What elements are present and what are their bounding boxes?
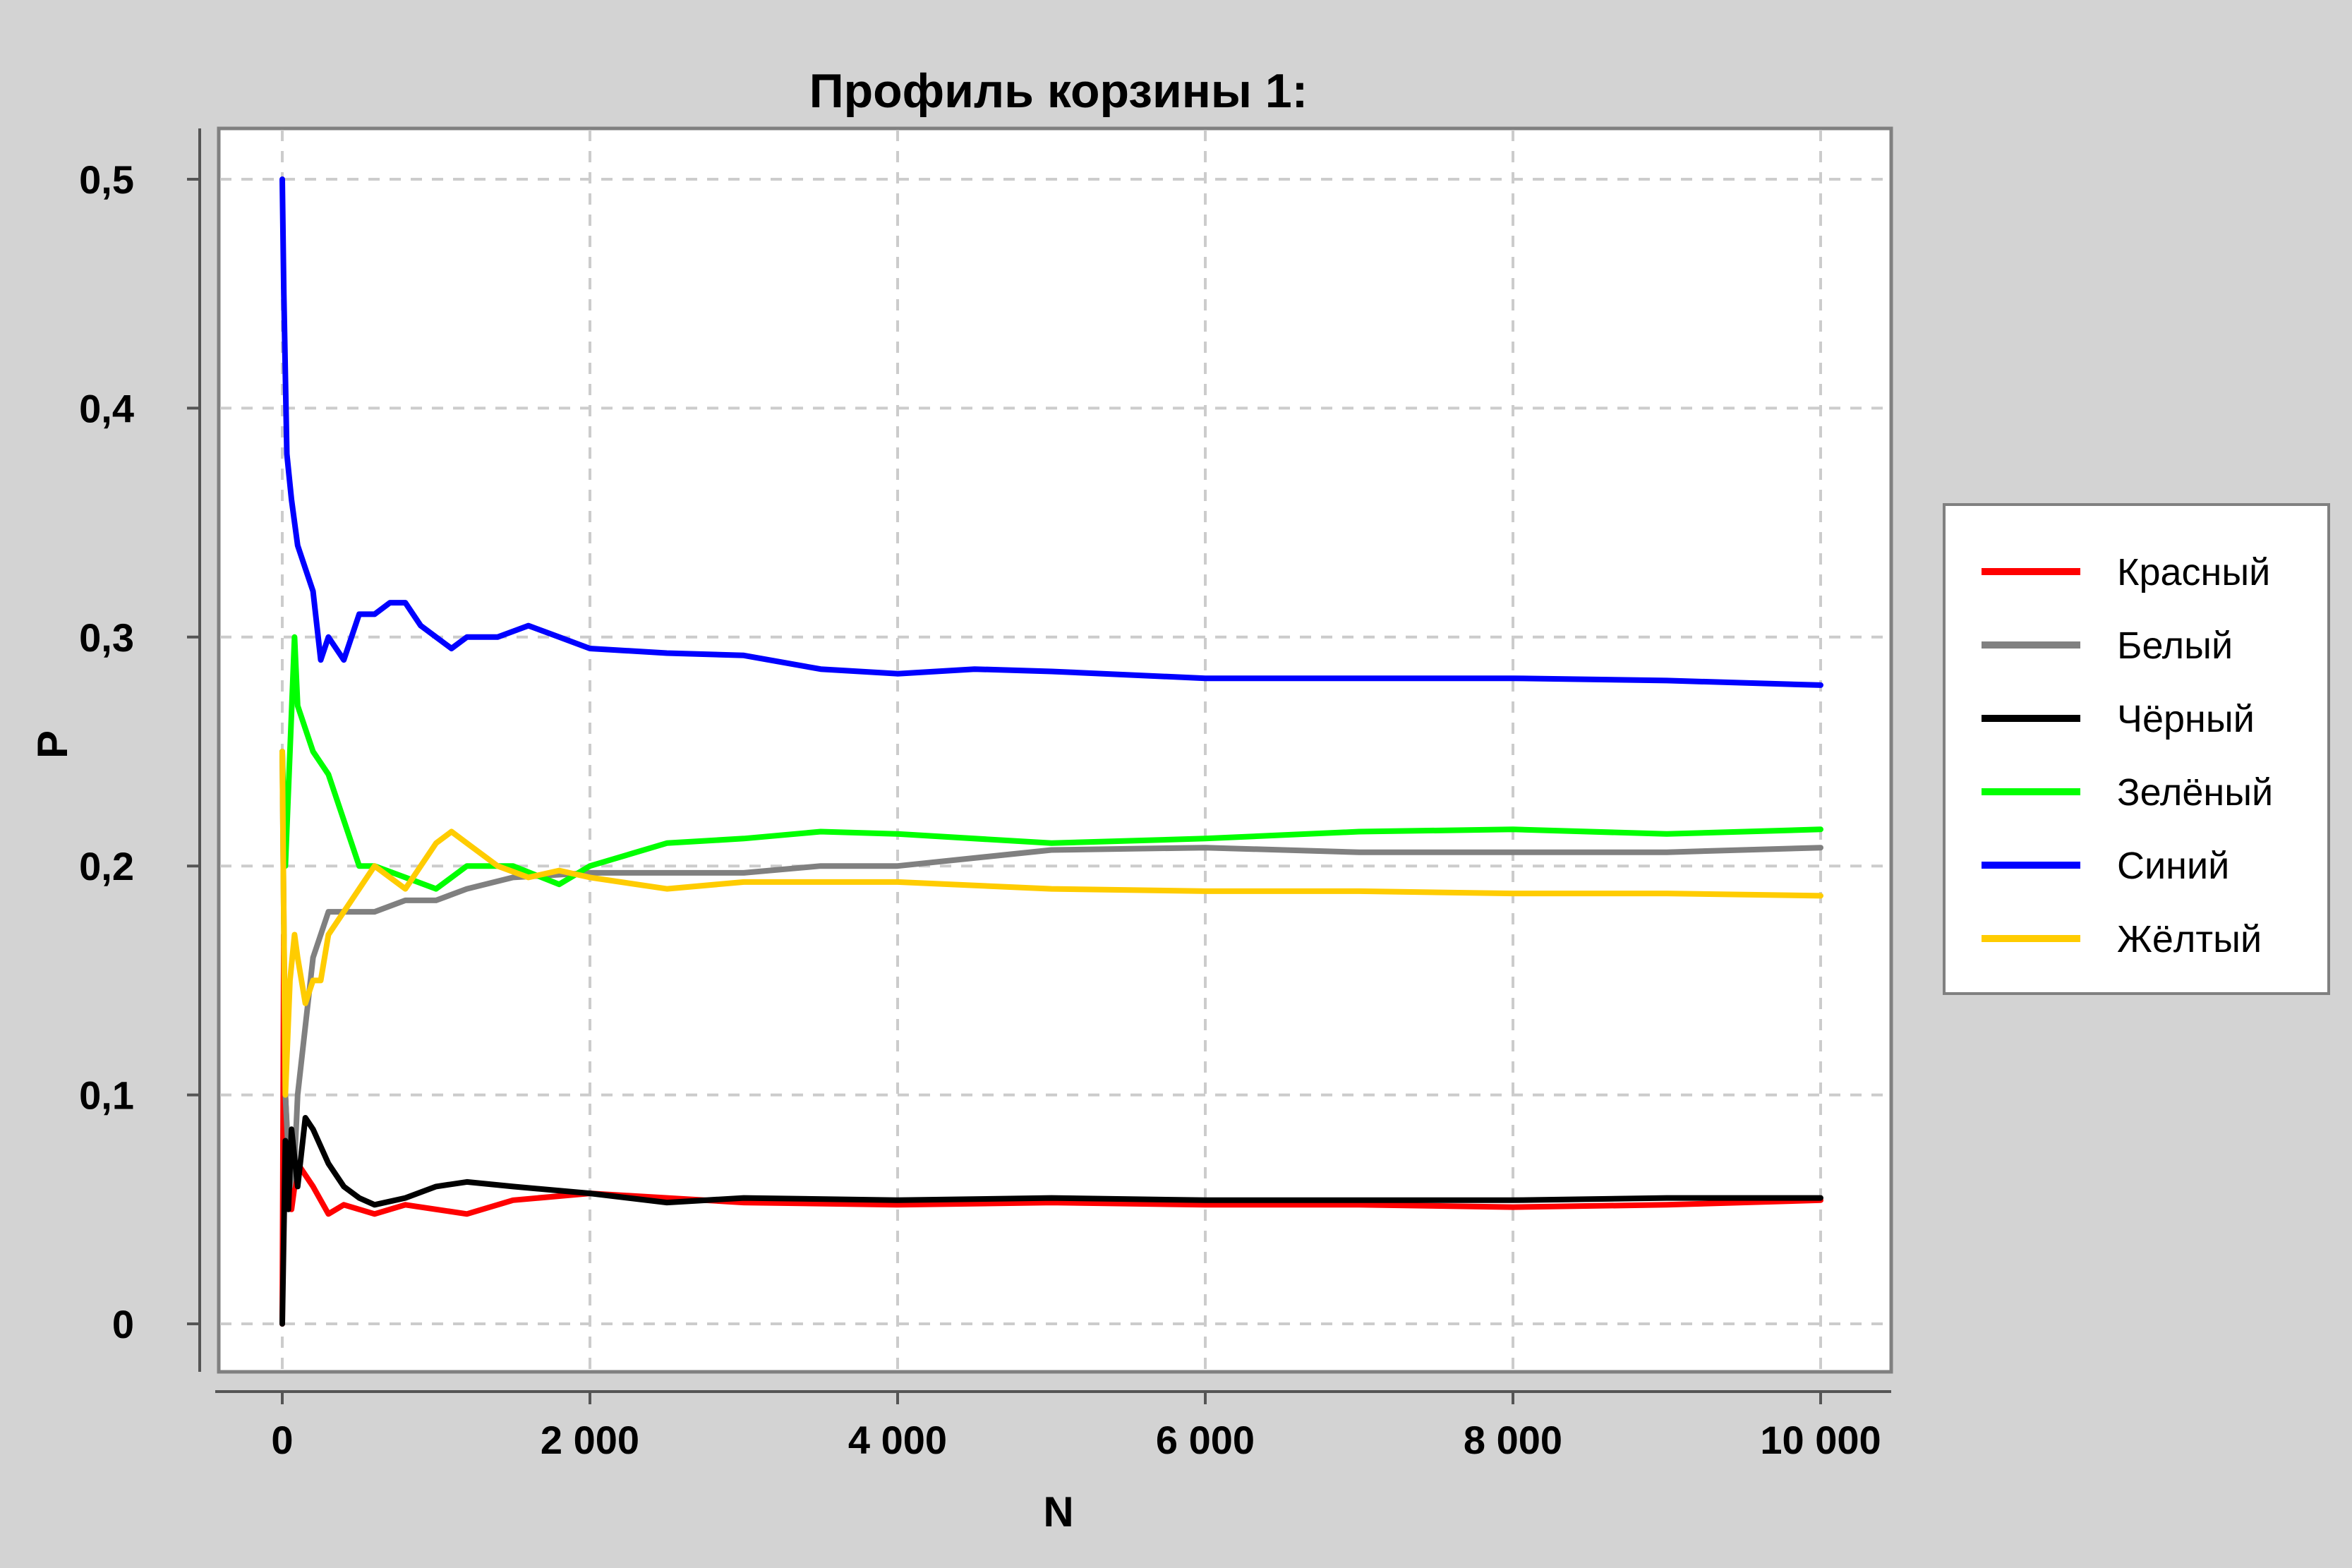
y-axis-label: P — [29, 730, 76, 759]
series-line-жёлтый — [279, 749, 1823, 1098]
axes: 0 2 000 4 000 6 000 8 000 10 000 0 0,1 0,2 0,3 0,4… — [79, 128, 1891, 1462]
y-tick-label: 0,2 — [79, 844, 134, 888]
plot-area — [217, 126, 1893, 1374]
x-tick-label: 8 000 — [1464, 1418, 1562, 1462]
series-line-зелёный — [279, 634, 1823, 892]
x-tick-label: 0 — [271, 1418, 293, 1462]
legend-label: Жёлтый — [2117, 918, 2262, 960]
legend-label: Белый — [2117, 625, 2233, 667]
x-tick-label: 2 000 — [541, 1418, 639, 1462]
x-tick-label: 4 000 — [848, 1418, 947, 1462]
legend-label: Красный — [2117, 551, 2270, 593]
series-line-чёрный — [279, 1115, 1823, 1327]
series-line-синий — [279, 176, 1823, 688]
legend-box — [1943, 503, 2330, 995]
x-tick-label: 10 000 — [1760, 1418, 1881, 1462]
y-tick-label: 0,5 — [79, 157, 134, 202]
y-tick-label: 0,4 — [79, 386, 134, 430]
legend-label: Чёрный — [2117, 698, 2255, 740]
y-tick-label: 0,3 — [79, 615, 134, 660]
legend-label: Зелёный — [2117, 771, 2273, 814]
y-tick-label: 0,1 — [79, 1073, 134, 1118]
y-tick-label: 0 — [112, 1302, 134, 1346]
series-lines — [279, 176, 1823, 1327]
series-line-белый — [279, 749, 1823, 1190]
legend: Красный Белый Чёрный Зелёный Синий Жёлтый — [1943, 503, 2330, 995]
x-tick-label: 6 000 — [1156, 1418, 1255, 1462]
series-line-красный — [279, 931, 1823, 1327]
legend-label: Синий — [2117, 845, 2229, 887]
x-axis-label: N — [1043, 1488, 1073, 1536]
chart-title: Профиль корзины 1: — [809, 64, 1308, 118]
